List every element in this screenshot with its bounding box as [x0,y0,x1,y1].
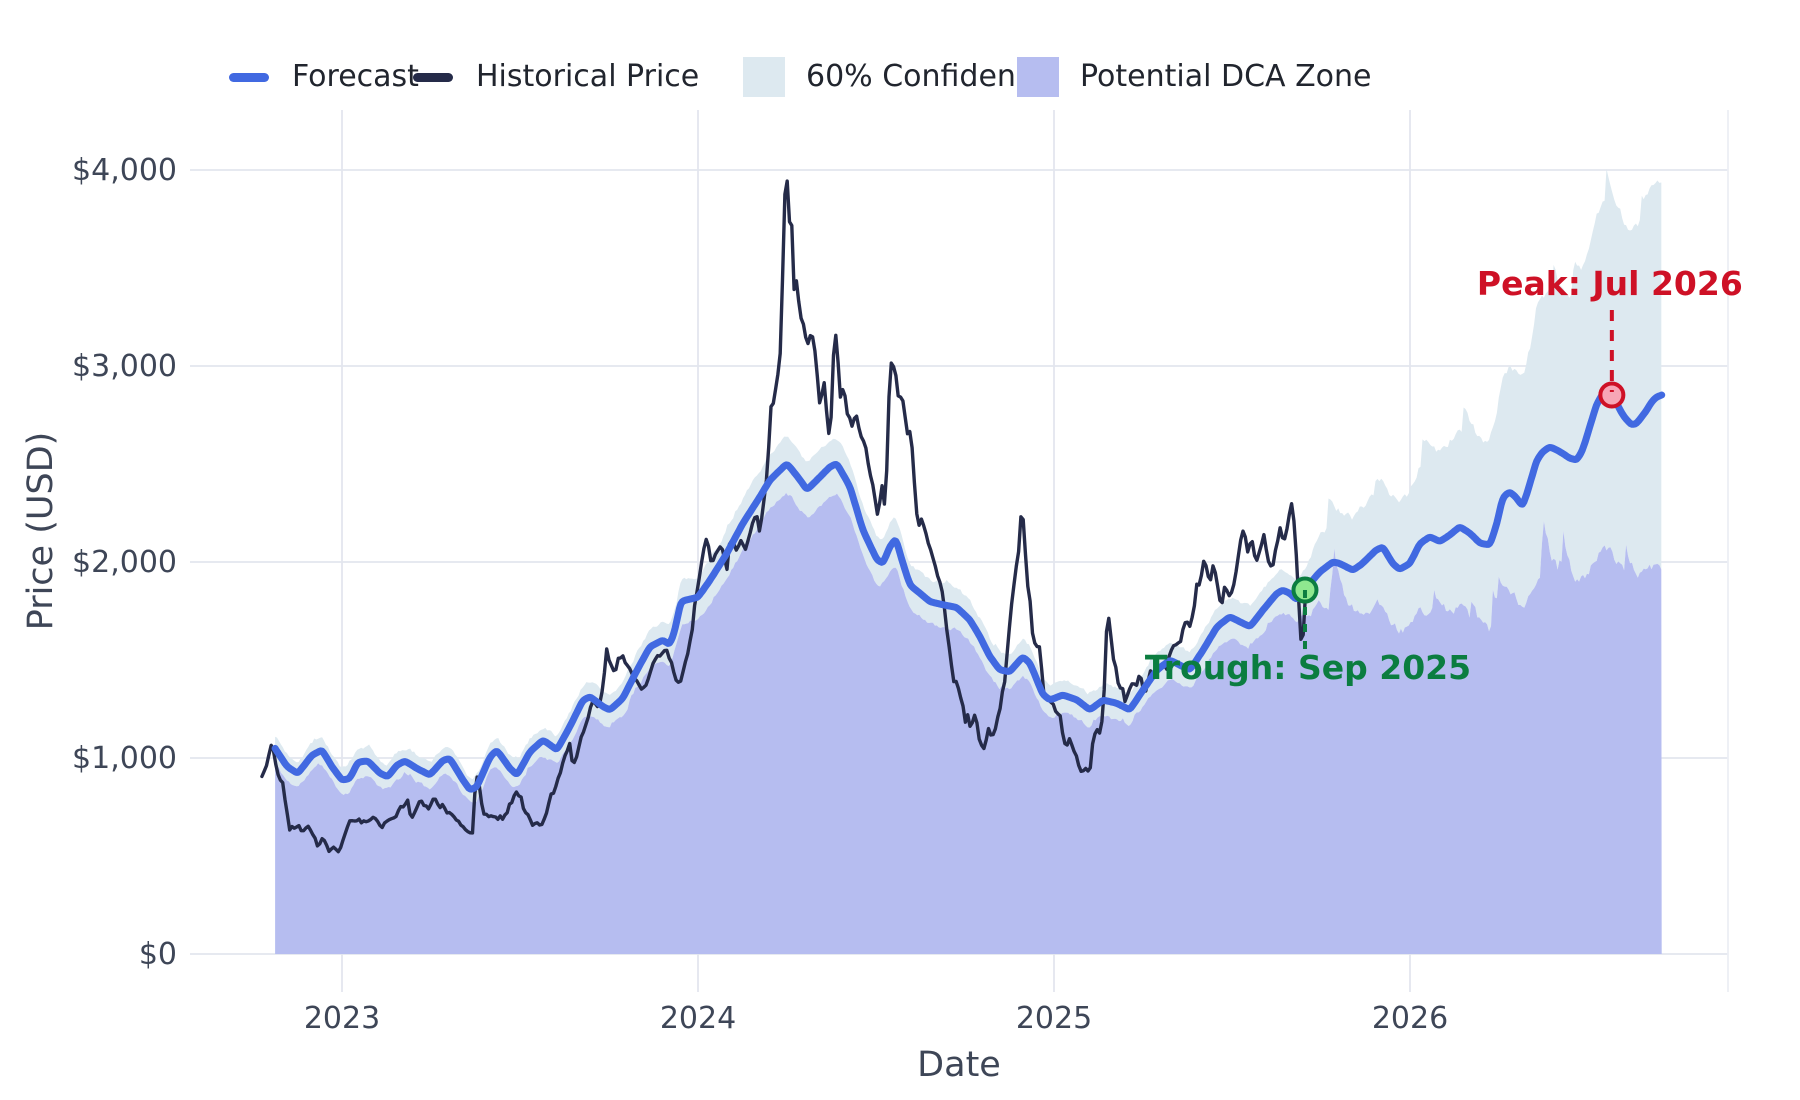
legend-label-historical-price: Historical Price [476,59,700,94]
legend-label-confidence: 60% Confidence [806,59,1051,94]
forecast-line-swatch [229,72,269,82]
x-axis-tick-labels: 2023 2024 2025 2026 [304,1001,1448,1036]
peak-marker-ring [1598,381,1626,409]
y-tick-2000: $2,000 [72,545,177,580]
y-tick-3000: $3,000 [72,349,177,384]
y-tick-4000: $4,000 [72,153,177,188]
historical-price-line-swatch [413,72,453,82]
y-axis-tick-labels: $0 $1,000 $2,000 $3,000 $4,000 [72,153,177,972]
legend-item-dca-zone[interactable]: Potential DCA Zone [1017,57,1371,97]
dca-zone-swatch [1017,57,1059,97]
legend-item-forecast[interactable]: Forecast [229,57,419,97]
x-tick-2023: 2023 [304,1001,380,1036]
x-axis-title: Date [917,1045,1001,1085]
historical-price-line [260,179,1308,854]
legend-label-dca-zone: Potential DCA Zone [1080,59,1372,94]
legend-item-confidence[interactable]: 60% Confidence [743,57,1051,97]
confidence-band-swatch [743,57,785,97]
peak-annotation-label: Peak: Jul 2026 [1477,264,1743,303]
legend-item-historical-price[interactable]: Historical Price [413,57,699,97]
trough-marker-ring [1291,576,1319,604]
confidence-band-area [275,168,1662,803]
x-tick-2024: 2024 [660,1001,736,1036]
x-tick-2026: 2026 [1372,1001,1448,1036]
x-tick-2025: 2025 [1016,1001,1092,1036]
y-tick-0: $0 [139,937,177,972]
legend-label-forecast: Forecast [292,59,419,94]
y-tick-1000: $1,000 [72,741,177,776]
y-axis-title: Price (USD) [21,432,61,631]
trough-annotation-label: Trough: Sep 2025 [1145,648,1471,687]
peak-marker [1600,383,1624,407]
forecast-line [271,387,1666,793]
